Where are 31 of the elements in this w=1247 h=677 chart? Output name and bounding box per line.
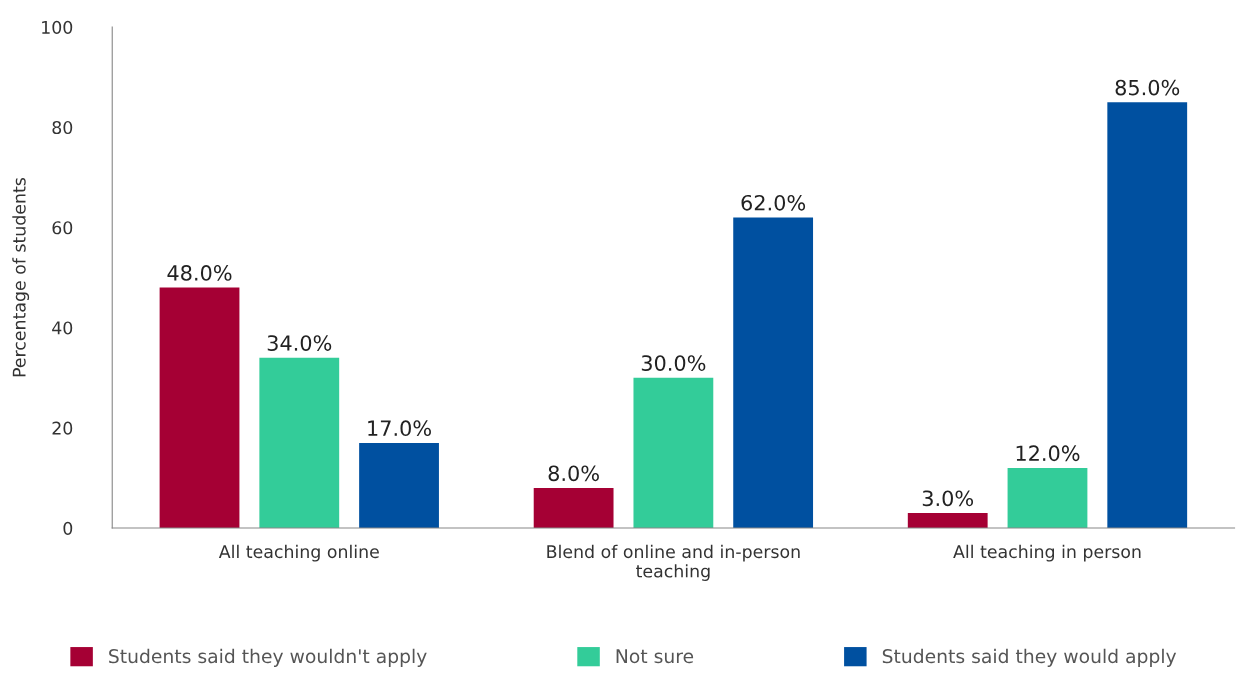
data-label: 34.0% <box>267 335 332 351</box>
legend-label: Students said they would apply <box>882 648 1177 667</box>
data-label: 48.0% <box>167 265 232 281</box>
data-label: 8.0% <box>548 465 599 482</box>
x-tick-label: All teaching in person <box>953 544 1141 562</box>
legend-label: Not sure <box>616 649 694 664</box>
bar <box>633 377 714 529</box>
bar <box>533 487 614 529</box>
x-tick-label: Blend of online and in-person teaching <box>547 544 800 581</box>
y-tick-label: 0 <box>63 521 73 535</box>
y-tick-label: 60 <box>52 221 73 235</box>
data-label: 3.0% <box>922 490 974 507</box>
bar <box>259 357 340 529</box>
legend-label: Students said they wouldn't apply <box>109 648 427 667</box>
y-tick-label: 20 <box>52 421 73 435</box>
data-label: 17.0% <box>368 420 431 437</box>
y-tick-label: 80 <box>52 120 73 135</box>
bar <box>1107 102 1188 529</box>
data-label: 62.0% <box>741 194 806 211</box>
bar <box>733 217 814 529</box>
y-tick-label: 40 <box>52 321 73 335</box>
y-axis-title: Percentage of students <box>12 178 30 377</box>
data-label: 85.0% <box>1115 79 1180 96</box>
bar <box>1007 467 1088 529</box>
bar <box>359 442 439 529</box>
x-tick-label: All teaching online <box>218 544 379 562</box>
bar <box>907 513 988 529</box>
bar <box>159 287 240 529</box>
y-tick-label: 100 <box>42 20 73 34</box>
data-label: 30.0% <box>641 355 706 371</box>
data-label: 12.0% <box>1016 445 1080 462</box>
